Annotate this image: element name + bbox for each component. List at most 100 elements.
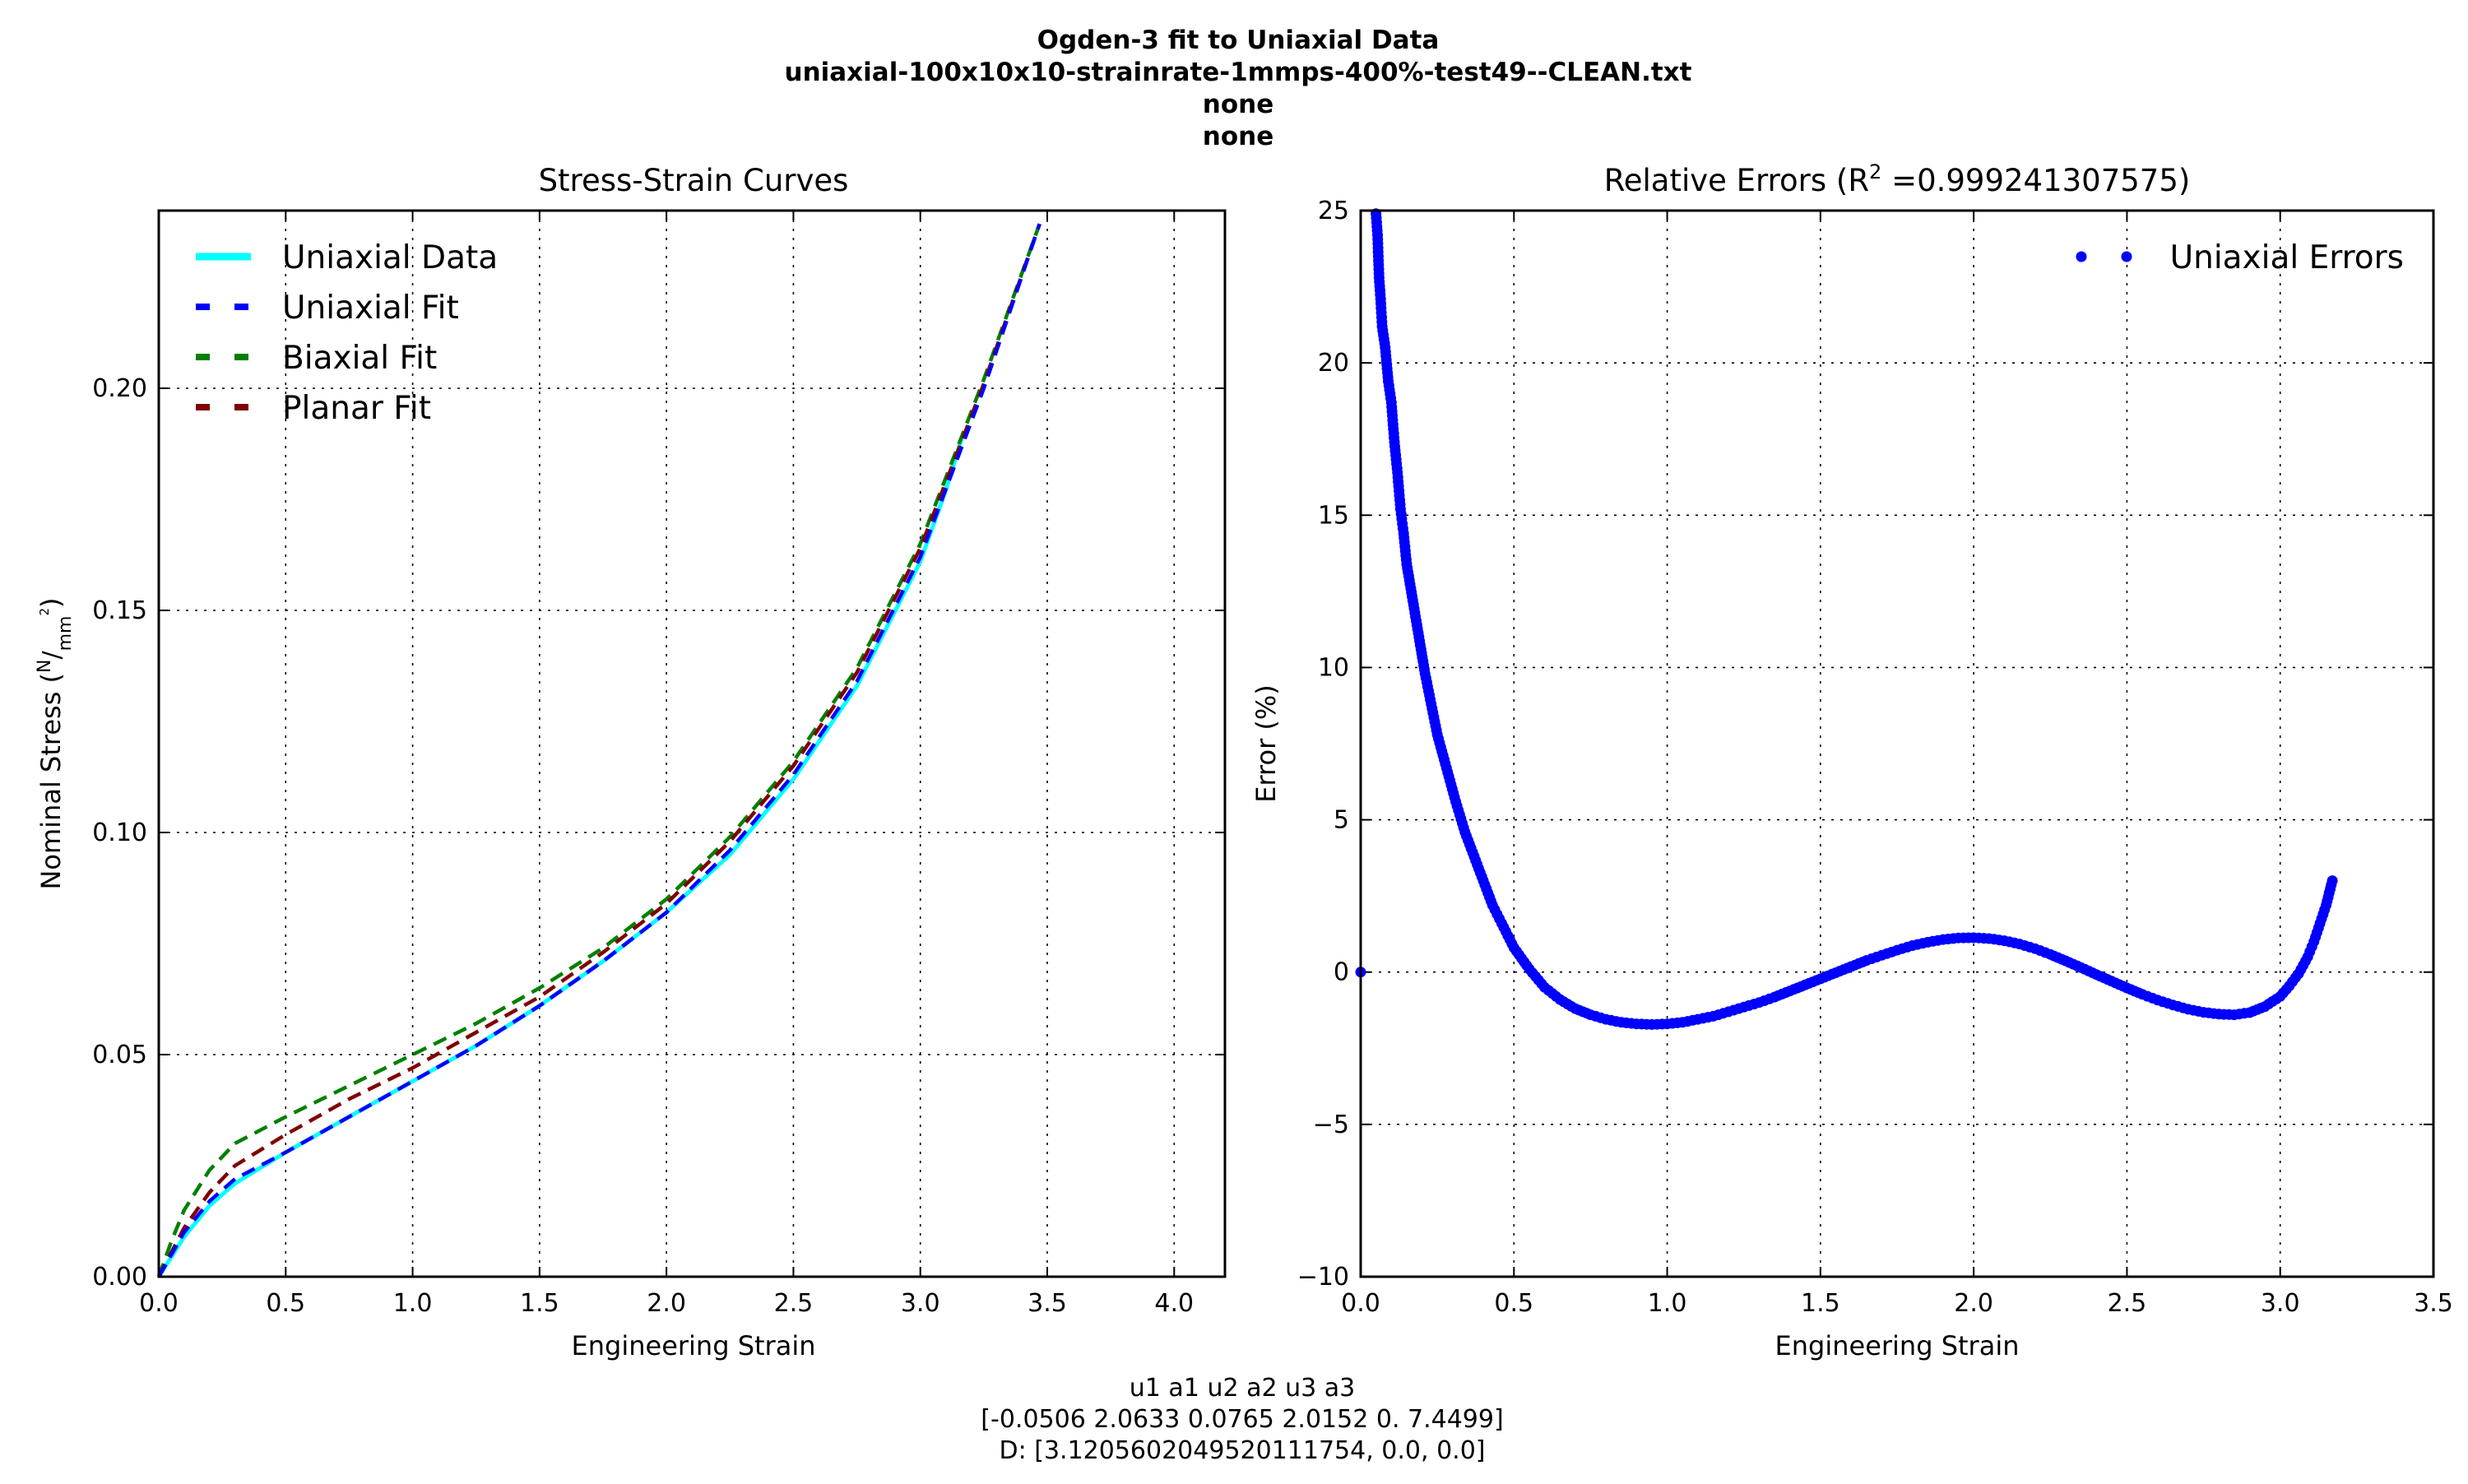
- error-point: [1871, 951, 1882, 962]
- error-point: [1389, 432, 1400, 443]
- left-y-tick-label: 0.05: [92, 1041, 147, 1069]
- error-point: [1391, 462, 1403, 474]
- errors-title-sup: 2: [1869, 160, 1881, 183]
- left-x-tick-label: 2.0: [647, 1289, 686, 1318]
- error-point: [1947, 933, 1959, 944]
- left-x-tick-label: 1.5: [520, 1289, 559, 1318]
- error-point: [2009, 937, 2020, 948]
- error-point: [2162, 998, 2173, 1009]
- figure-suptitle: Ogden-3 fit to Uniaxial Data uniaxial-10…: [785, 26, 1692, 151]
- error-point: [1449, 791, 1460, 803]
- suptitle-line-3: none: [1203, 90, 1273, 119]
- right-y-tick-label: 10: [1318, 653, 1349, 682]
- left-y-axis-label: Nominal Stress (N/mm2): [35, 597, 76, 889]
- right-x-tick-label: 1.0: [1648, 1289, 1687, 1318]
- error-point: [1857, 957, 1868, 967]
- right-grid: [1361, 211, 2433, 1277]
- error-point: [1993, 934, 2005, 946]
- footer-param-names: u1 a1 u2 a2 u3 a3: [1130, 1374, 1355, 1403]
- error-point: [1641, 1018, 1653, 1030]
- right-plot-frame: [1359, 209, 2435, 1278]
- error-point: [1672, 1017, 1683, 1028]
- error-point: [2238, 1008, 2250, 1019]
- relative-errors-title: Relative Errors (R2 =0.999241307575): [1604, 160, 2191, 198]
- left-x-tick-label: 3.0: [901, 1289, 940, 1318]
- left-legend: Uniaxial Data Uniaxial Fit Biaxial Fit Plan…: [196, 239, 498, 427]
- suptitle-line-2: uniaxial-100x10x10-strainrate-1mmps-400%…: [785, 58, 1692, 87]
- error-point: [1397, 523, 1408, 535]
- right-x-tick-label: 3.0: [2261, 1289, 2300, 1318]
- legend-label-uniaxial-errors: Uniaxial Errors: [2170, 239, 2404, 276]
- error-point: [1373, 267, 1385, 279]
- error-point: [1595, 1012, 1607, 1023]
- error-point: [2024, 941, 2035, 953]
- error-point: [1394, 499, 1406, 510]
- legend-label-planar-fit: Planar Fit: [282, 390, 431, 427]
- error-point: [1400, 554, 1412, 565]
- right-y-tick-label: 0: [1334, 958, 1349, 987]
- legend-marker-uniaxial-errors: [2076, 251, 2087, 262]
- error-point: [1551, 990, 1561, 1002]
- error-point: [1376, 316, 1388, 327]
- error-point: [1379, 337, 1390, 349]
- legend-label-uniaxial-data: Uniaxial Data: [282, 239, 498, 276]
- left-x-axis-label: Engineering Strain: [572, 1330, 816, 1361]
- error-point: [1413, 628, 1424, 638]
- error-point: [1494, 913, 1505, 925]
- error-point: [1702, 1012, 1714, 1023]
- error-point: [2289, 972, 2301, 983]
- errors-title-main: Relative Errors (R: [1604, 163, 1869, 198]
- left-x-tick-label: 4.0: [1154, 1289, 1194, 1318]
- error-point: [1467, 846, 1478, 858]
- error-point: [1979, 933, 1990, 944]
- error-point: [1485, 895, 1496, 907]
- stress-strain-title: Stress-Strain Curves: [539, 163, 849, 198]
- ylabel-unit-num: N: [35, 660, 55, 673]
- left-y-tick-label: 0.15: [92, 596, 147, 625]
- right-legend: Uniaxial Errors: [2076, 239, 2404, 276]
- suptitle-line-4: none: [1203, 122, 1273, 151]
- figure-footer: u1 a1 u2 a2 u3 a3 [-0.0506 2.0633 0.0765…: [981, 1374, 1503, 1465]
- error-point: [1626, 1018, 1637, 1029]
- error-point: [1901, 941, 1913, 953]
- suptitle-line-1: Ogden-3 fit to Uniaxial Data: [1037, 26, 1440, 55]
- right-x-tick-label: 0.0: [1341, 1289, 1380, 1318]
- error-point: [1371, 225, 1383, 236]
- right-x-tick-label: 2.5: [2108, 1289, 2147, 1318]
- left-x-tick-label: 0.0: [139, 1289, 179, 1318]
- error-point: [2178, 1002, 2189, 1013]
- error-point: [1764, 993, 1775, 1004]
- left-x-tick-label: 0.5: [266, 1289, 305, 1318]
- error-point: [2271, 993, 2282, 1004]
- footer-param-values: [-0.0506 2.0633 0.0765 2.0152 0. 7.4499]: [981, 1405, 1503, 1434]
- error-point: [1611, 1016, 1621, 1027]
- error-point: [1718, 1008, 1729, 1019]
- error-point: [1418, 664, 1430, 675]
- right-x-tick-label: 1.5: [1801, 1289, 1840, 1318]
- right-y-tick-label: 20: [1318, 349, 1349, 378]
- error-point: [1458, 822, 1469, 833]
- ylabel-unit-den: mm: [55, 616, 76, 652]
- right-x-tick-label: 2.0: [1954, 1289, 1993, 1318]
- error-point: [1431, 725, 1442, 736]
- error-point: [1886, 946, 1898, 958]
- right-x-tick-label: 3.5: [2414, 1289, 2453, 1318]
- left-x-tick-label: 1.0: [393, 1289, 433, 1318]
- error-point: [1375, 289, 1386, 300]
- error-point: [1536, 978, 1547, 990]
- left-series: [156, 223, 1041, 1278]
- error-point: [1748, 999, 1760, 1010]
- error-point: [1963, 932, 1974, 944]
- error-point: [2319, 904, 2331, 916]
- error-point: [2208, 1008, 2220, 1019]
- stress-strain-panel: Stress-Strain Curves 0.0 0.5 1.0 1.5 2.0 2.5 3…: [35, 163, 1227, 1361]
- right-y-tick-label: 5: [1334, 806, 1349, 835]
- left-x-tick-label: 3.5: [1028, 1289, 1067, 1318]
- relative-errors-panel: Relative Errors (R2 =0.999241307575) 0.0…: [1250, 160, 2453, 1361]
- right-y-tick-label: −10: [1297, 1263, 1349, 1292]
- left-y-tick-label: 0.00: [92, 1263, 147, 1292]
- right-y-axis-label: Error (%): [1250, 684, 1282, 803]
- error-point: [1521, 960, 1533, 972]
- left-grid: [159, 211, 1225, 1277]
- error-point: [1687, 1014, 1699, 1026]
